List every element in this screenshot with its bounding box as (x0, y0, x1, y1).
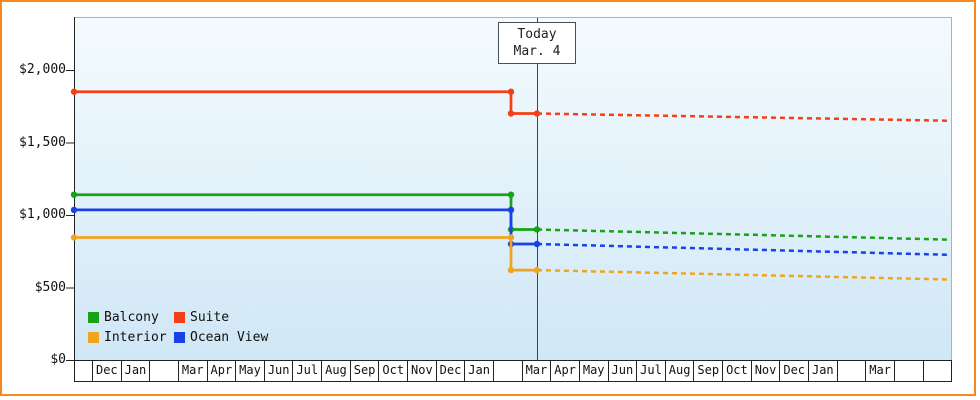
legend-label: Balcony (104, 309, 159, 325)
today-date: Mar. 4 (513, 44, 561, 59)
y-axis-label: $0 (50, 352, 66, 367)
month-cell-empty (149, 360, 179, 382)
legend-item-suite: Suite (174, 308, 268, 326)
month-cell-oct: Oct (378, 360, 409, 382)
month-cell-jul: Jul (636, 360, 666, 382)
x-axis-month-row: Dec Jan Mar Apr May Jun Jul Aug Sep Oct Nov Dec Jan M… (74, 360, 953, 382)
y-axis-label: $500 (34, 279, 66, 295)
month-cell-jan: Jan (808, 360, 838, 382)
legend: Balcony Suite Interior Ocean View (88, 308, 268, 346)
month-cell-mar: Mar (177, 360, 208, 382)
month-cell-sep: Sep (693, 360, 724, 382)
month-cell-dec: Dec (779, 360, 810, 382)
month-cell-aug: Aug (664, 360, 695, 382)
legend-swatch-icon (174, 331, 185, 343)
legend-item-interior: Interior (88, 328, 174, 346)
month-cell-dec: Dec (435, 360, 466, 382)
month-cell-jan: Jan (120, 360, 151, 382)
month-cell-oct: Oct (722, 360, 752, 382)
legend-label: Ocean View (190, 329, 269, 345)
month-cell-jun: Jun (607, 360, 638, 382)
legend-swatch-icon (174, 311, 185, 323)
month-cell-empty (922, 360, 953, 382)
today-label: Today (517, 27, 557, 42)
legend-label: Interior (104, 329, 167, 345)
month-cell-mar: Mar (521, 360, 552, 382)
legend-swatch-icon (88, 331, 99, 343)
month-cell-may: May (578, 360, 609, 382)
month-cell-empty (836, 360, 867, 382)
legend-swatch-icon (88, 311, 99, 323)
month-cell-empty (492, 360, 523, 382)
month-cell-jul: Jul (292, 360, 323, 382)
month-cell-jan: Jan (464, 360, 494, 382)
month-cell-nov: Nov (407, 360, 437, 382)
plot-area (74, 17, 952, 360)
month-cell-empty (893, 360, 924, 382)
month-cell-dec: Dec (92, 360, 122, 382)
month-cell-sep: Sep (349, 360, 380, 382)
month-cell-jun: Jun (263, 360, 294, 382)
legend-item-balcony: Balcony (88, 308, 174, 326)
month-cell-may: May (235, 360, 265, 382)
y-axis-label: $1,000 (19, 207, 66, 222)
month-cell-apr: Apr (206, 360, 237, 382)
month-cell-mar: Mar (865, 360, 895, 382)
month-cell-empty (74, 360, 93, 382)
y-axis-label: $1,500 (19, 134, 66, 150)
month-cell-aug: Aug (321, 360, 351, 382)
month-cell-apr: Apr (550, 360, 580, 382)
y-axis-label: $2,000 (19, 62, 66, 77)
today-box: Today Mar. 4 (498, 22, 576, 64)
month-cell-nov: Nov (750, 360, 781, 382)
legend-label: Suite (190, 309, 230, 325)
legend-item-ocean-view: Ocean View (174, 328, 268, 346)
